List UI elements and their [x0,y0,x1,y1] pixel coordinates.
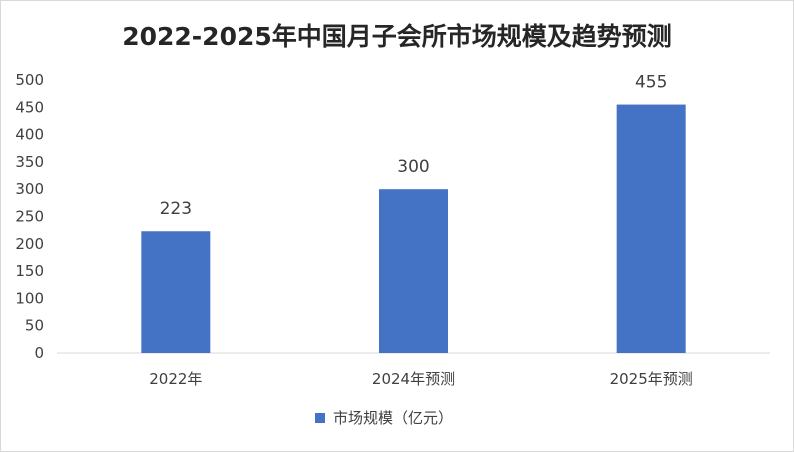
y-axis-ticks: 0 50 100 150 200 250 300 350 400 450 500 [15,71,44,362]
chart-title: 2022-2025年中国月子会所市场规模及趋势预测 [122,22,672,51]
x-tick-label: 2022年 [149,370,202,388]
bar [379,189,448,353]
x-tick-label: 2025年预测 [610,370,693,388]
data-label: 300 [397,157,429,177]
y-tick-label: 150 [15,262,44,280]
legend-label: 市场规模（亿元） [333,409,453,427]
y-tick-label: 0 [34,344,44,362]
y-tick-label: 350 [15,153,44,171]
bar [141,231,211,353]
data-label: 455 [635,73,667,93]
bar [616,104,686,353]
data-labels: 223 300 455 [160,73,668,220]
y-tick-label: 100 [15,289,44,307]
y-tick-label: 450 [15,98,44,116]
bars [141,104,686,353]
y-tick-label: 400 [15,126,44,144]
y-tick-label: 250 [15,208,44,226]
x-tick-label: 2024年预测 [372,370,455,388]
y-tick-label: 50 [25,317,44,335]
y-tick-label: 200 [15,235,44,253]
data-label: 223 [160,199,192,219]
x-axis-ticks: 2022年 2024年预测 2025年预测 [149,370,693,388]
legend-swatch [315,413,325,423]
y-tick-label: 300 [15,180,44,198]
legend: 市场规模（亿元） [315,409,453,427]
y-tick-label: 500 [15,71,44,89]
